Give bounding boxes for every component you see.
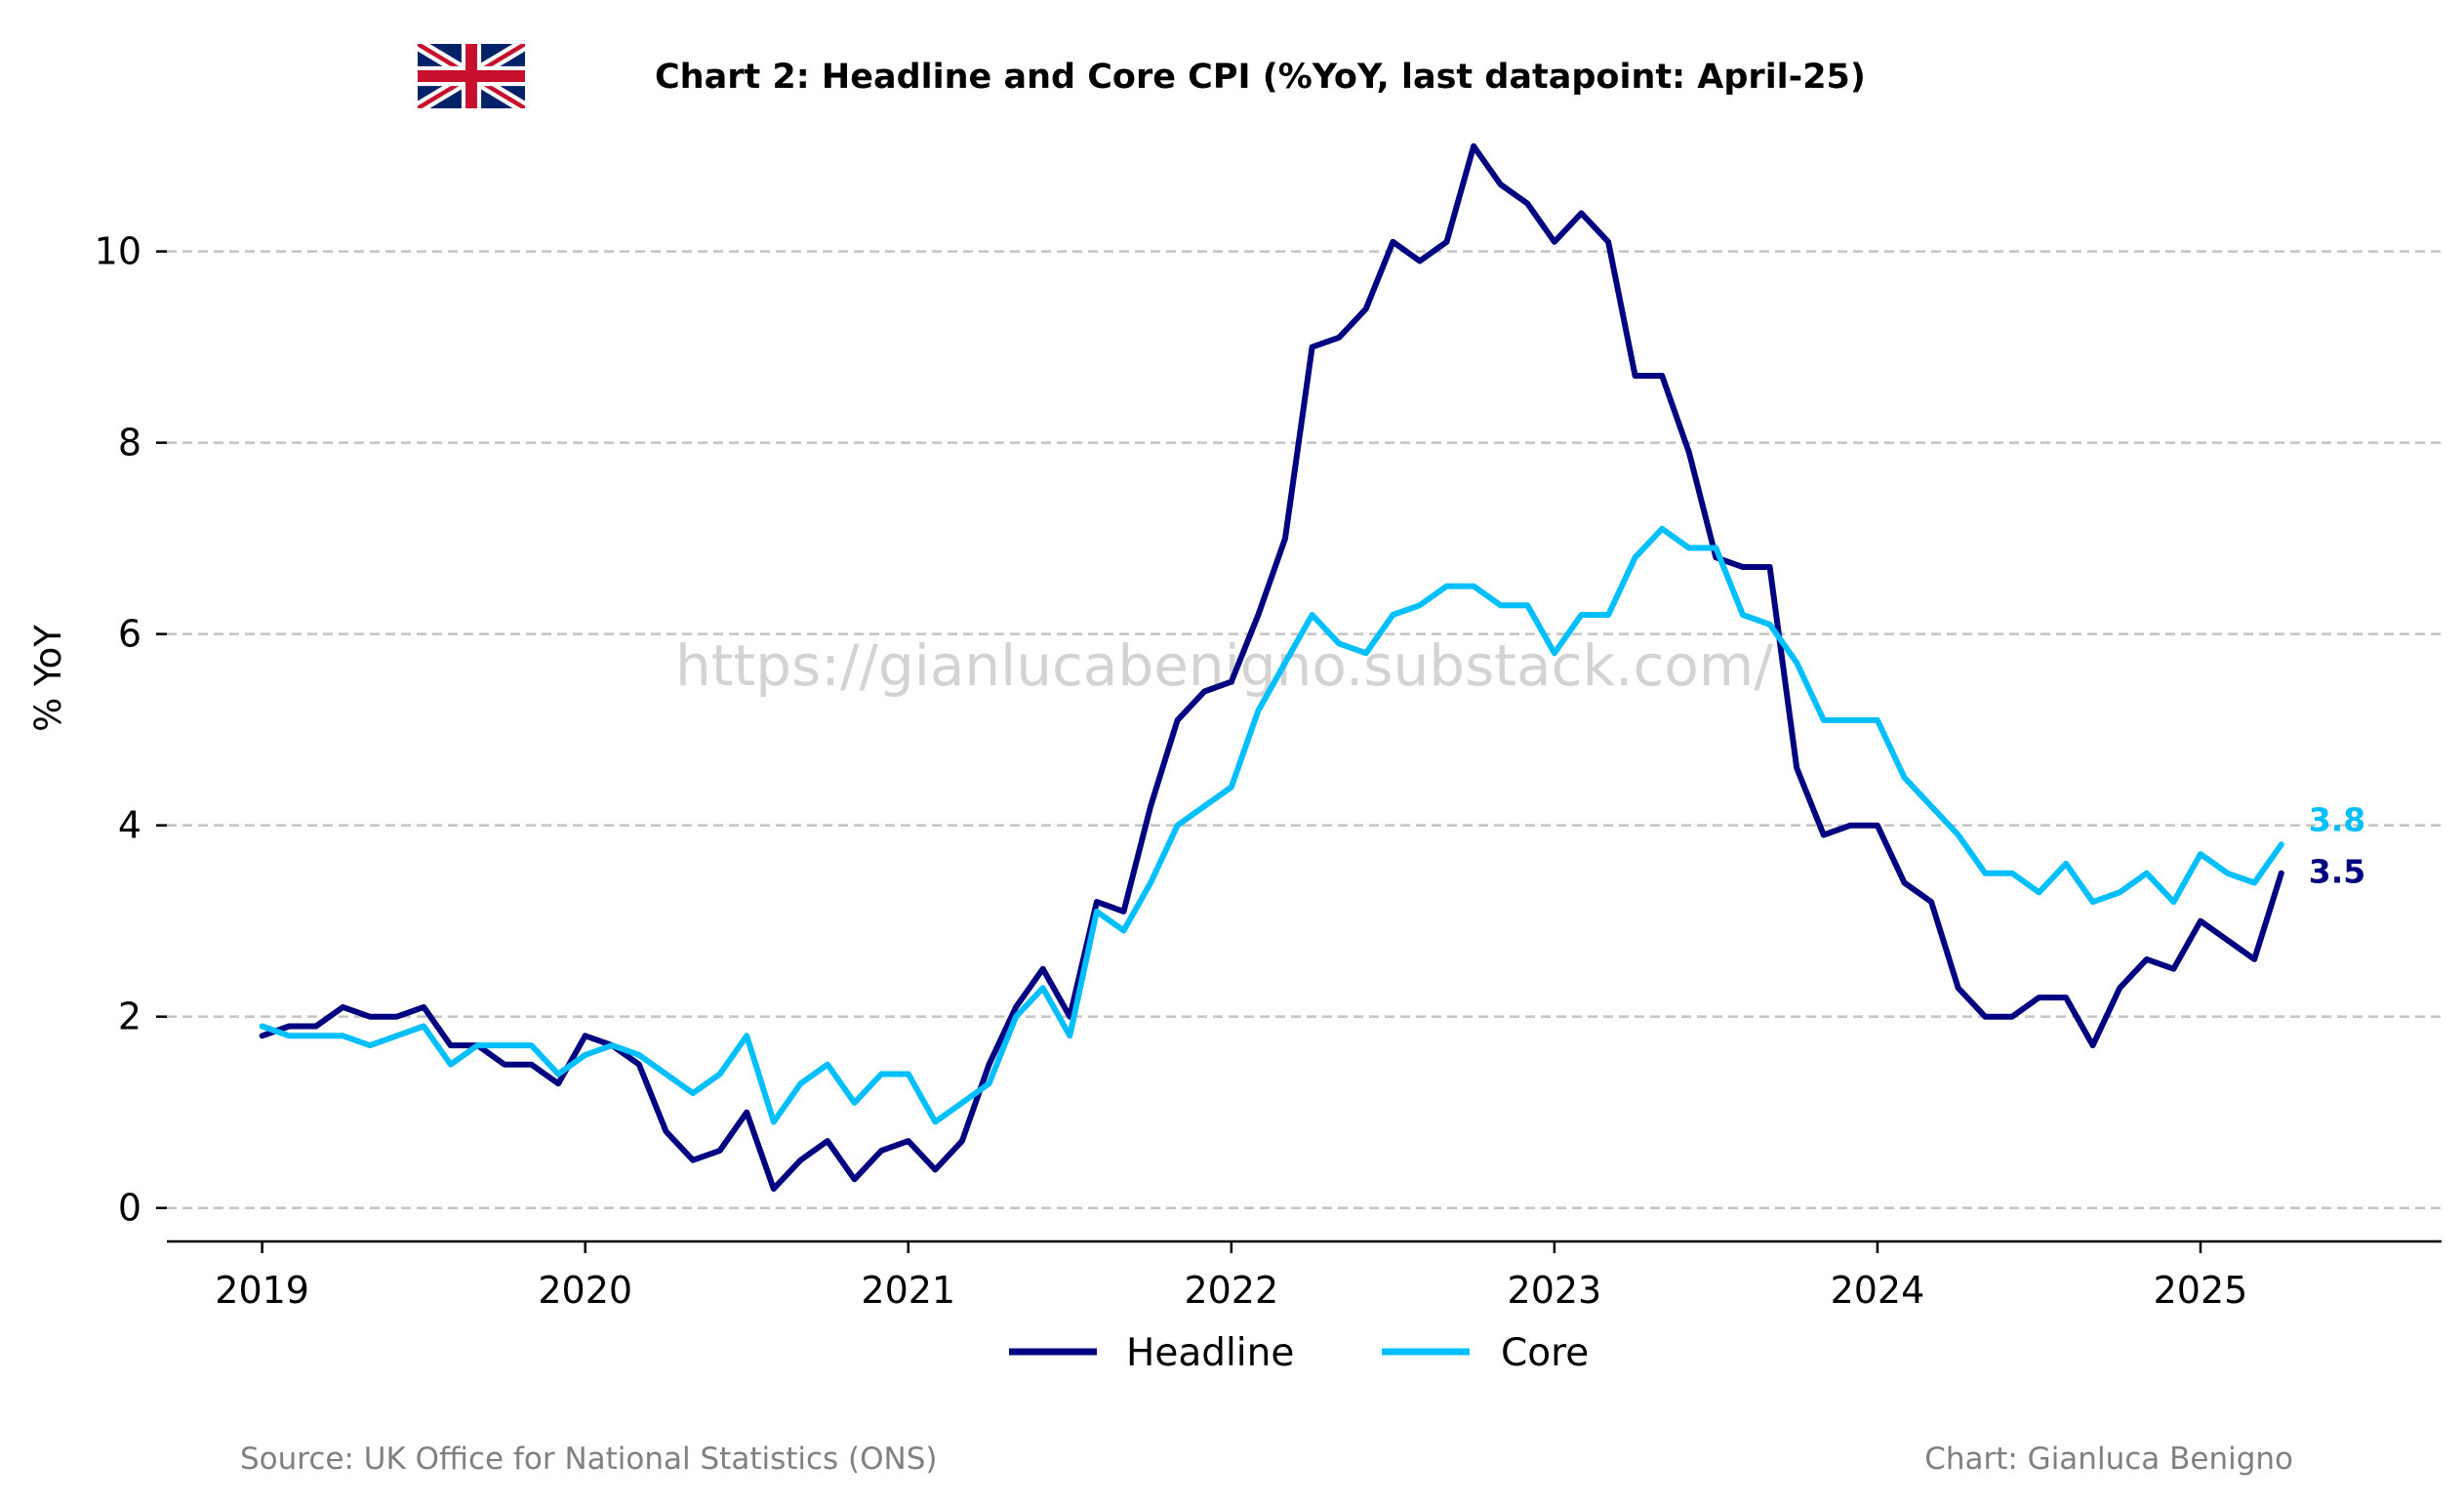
legend: Headline Core bbox=[1009, 1331, 1589, 1375]
series-line-headline bbox=[259, 142, 2284, 1193]
y-tick-label: 8 bbox=[118, 422, 141, 465]
end-labels: 3.83.5 bbox=[2309, 800, 2365, 890]
source-note: Source: UK Office for National Statistic… bbox=[240, 1442, 938, 1477]
y-tick-label: 0 bbox=[118, 1187, 141, 1230]
grid-layer bbox=[167, 250, 2442, 1209]
x-tick-label: 2021 bbox=[861, 1269, 955, 1312]
x-tick-label: 2022 bbox=[1184, 1269, 1278, 1312]
series-layer bbox=[259, 142, 2284, 1193]
y-tick-label: 4 bbox=[118, 804, 141, 847]
x-tick-label: 2019 bbox=[215, 1269, 309, 1312]
end-label-headline: 3.5 bbox=[2309, 853, 2365, 891]
series-line-core bbox=[259, 525, 2284, 1125]
y-tick-label: 2 bbox=[118, 995, 141, 1038]
x-tick-label: 2024 bbox=[1831, 1269, 1925, 1312]
end-label-core: 3.8 bbox=[2309, 800, 2365, 838]
y-tick-label: 10 bbox=[95, 230, 141, 273]
x-tick-label: 2020 bbox=[538, 1269, 632, 1312]
legend-label-headline: Headline bbox=[1126, 1331, 1294, 1375]
legend-label-core: Core bbox=[1501, 1331, 1589, 1375]
uk-flag-icon bbox=[418, 44, 525, 108]
y-axis: 0 2 4 6 8 10 bbox=[95, 230, 167, 1230]
x-tick-label: 2025 bbox=[2154, 1269, 2248, 1312]
x-axis: 2019 2020 2021 2022 2023 2024 2025 bbox=[215, 1241, 2247, 1312]
chart-credit: Chart: Gianluca Benigno bbox=[1924, 1442, 2293, 1477]
x-tick-label: 2023 bbox=[1508, 1269, 1602, 1312]
y-axis-label: % YoY bbox=[27, 625, 69, 732]
chart-title: Chart 2: Headline and Core CPI (%YoY, la… bbox=[655, 58, 1866, 97]
y-tick-label: 6 bbox=[118, 613, 141, 656]
watermark: https://gianlucabenigno.substack.com/ bbox=[675, 632, 1773, 699]
